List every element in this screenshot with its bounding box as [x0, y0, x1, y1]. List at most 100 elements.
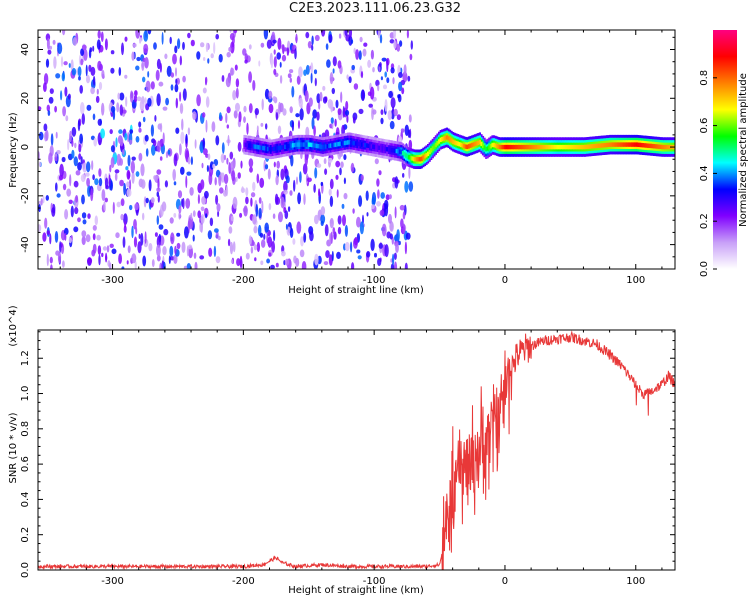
spectrogram-track-cell: [436, 141, 439, 146]
spectrogram-noise-cell: [73, 226, 79, 233]
spectrogram-noise-cell: [402, 173, 405, 178]
spectrogram-noise-cell: [75, 195, 79, 203]
spectrogram-noise-cell: [68, 237, 72, 244]
spectrogram-track-cell: [593, 143, 596, 149]
spectrogram-track-cell: [414, 157, 417, 162]
spectrogram-noise-cell: [93, 137, 97, 147]
spectrogram-noise-cell: [81, 194, 85, 205]
spectrogram-track-cell: [532, 144, 535, 150]
spectrogram-track-cell: [405, 153, 408, 158]
spectrogram-noise-cell: [310, 62, 314, 74]
spectrogram-noise-cell: [156, 93, 161, 107]
spectrogram-x-tick-label: -200: [232, 275, 255, 286]
spectrogram-noise-cell: [307, 41, 312, 49]
spectrogram-noise-cell: [173, 213, 177, 218]
spectrogram-noise-cell: [228, 47, 232, 52]
spectrogram-track-cell: [624, 142, 627, 147]
spectrogram-track-cell: [271, 146, 274, 152]
spectrogram-noise-cell: [190, 156, 193, 166]
spectrogram-noise-cell: [53, 56, 57, 69]
spectrogram-noise-cell: [261, 239, 266, 248]
spectrogram-noise-cell: [126, 181, 130, 188]
spectrogram-track-cell: [540, 144, 543, 150]
spectrogram-track-cell: [397, 149, 400, 154]
spectrogram-noise-cell: [226, 157, 229, 165]
spectrogram-track-cell: [317, 144, 320, 149]
spectrogram-noise-cell: [117, 92, 120, 100]
spectrogram-noise-cell: [80, 156, 83, 165]
spectrogram-noise-cell: [129, 204, 133, 211]
spectrogram-noise-cell: [358, 108, 364, 115]
spectrogram-track-cell: [503, 144, 507, 150]
spectrogram-noise-cell: [57, 42, 63, 55]
spectrogram-noise-cell: [258, 207, 262, 219]
spectrogram-track-cell: [389, 147, 392, 153]
spectrogram-noise-cell: [86, 161, 91, 173]
spectrogram-track-cell: [406, 154, 409, 159]
spectrogram-noise-cell: [244, 59, 248, 64]
spectrogram-noise-cell: [316, 93, 321, 104]
spectrogram-track-cell: [243, 142, 246, 147]
spectrogram-noise-cell: [261, 200, 264, 214]
spectrogram-noise-cell: [200, 42, 205, 48]
spectrogram-noise-cell: [104, 177, 109, 189]
spectrogram-noise-cell: [235, 87, 239, 99]
spectrogram-noise-cell: [393, 252, 397, 260]
spectrogram-noise-cell: [136, 96, 142, 102]
spectrogram-track-cell: [576, 144, 579, 150]
spectrogram-noise-cell: [359, 36, 363, 43]
spectrogram-noise-cell: [67, 93, 71, 100]
spectrogram-track-cell: [412, 156, 416, 162]
spectrogram-track-cell: [318, 144, 321, 149]
spectrogram-noise-cell: [194, 261, 198, 269]
spectrogram-noise-cell: [226, 106, 231, 114]
spectrogram-noise-cell: [372, 67, 375, 73]
spectrogram-noise-cell: [381, 223, 387, 237]
snr-scale-label: (x10^4): [8, 305, 19, 346]
spectrogram-noise-cell: [273, 229, 276, 242]
spectrogram-noise-cell: [94, 178, 99, 186]
spectrogram-track-cell: [635, 142, 638, 147]
spectrogram-noise-cell: [43, 73, 49, 85]
snr-background: [38, 330, 675, 570]
spectrogram-noise-cell: [286, 47, 290, 56]
spectrogram-track-cell: [254, 144, 257, 149]
spectrogram-noise-cell: [133, 94, 138, 103]
spectrogram-noise-cell: [342, 105, 345, 118]
spectrogram-noise-cell: [124, 36, 128, 42]
spectrogram-noise-cell: [351, 64, 356, 71]
spectrogram-track-cell: [560, 144, 563, 150]
spectrogram-noise-cell: [158, 81, 164, 87]
spectrogram-noise-cell: [237, 172, 241, 179]
spectrogram-noise-cell: [196, 94, 201, 107]
spectrogram-noise-cell: [92, 45, 95, 52]
spectrogram-track-cell: [613, 142, 616, 147]
spectrogram-track-cell: [668, 144, 671, 150]
spectrogram-noise-cell: [404, 241, 407, 255]
spectrogram-noise-cell: [344, 109, 350, 116]
spectrogram-noise-cell: [78, 153, 82, 160]
spectrogram-track-cell: [416, 157, 419, 162]
spectrogram-noise-cell: [287, 206, 291, 212]
spectrogram-noise-cell: [340, 161, 344, 168]
spectrogram-noise-cell: [328, 254, 333, 266]
spectrogram-noise-cell: [295, 33, 298, 44]
spectrogram-noise-cell: [140, 179, 146, 189]
spectrogram-noise-cell: [161, 201, 167, 212]
spectrogram-noise-cell: [150, 124, 154, 137]
spectrogram-noise-cell: [273, 68, 277, 75]
spectrogram-noise-cell: [399, 204, 405, 211]
spectrogram-noise-cell: [350, 162, 355, 173]
spectrogram-noise-cell: [384, 99, 388, 112]
spectrogram-noise-cell: [119, 179, 124, 187]
spectrogram-noise-cell: [120, 213, 124, 221]
spectrogram-track-cell: [642, 143, 645, 148]
snr-y-axis: 0.0 0.2 0.4 0.6 0.8 1.0 1.2: [20, 331, 675, 578]
spectrogram-noise-cell: [398, 81, 403, 92]
spectrogram-track-cell: [375, 145, 378, 150]
spectrogram-noise-cell: [109, 243, 114, 248]
spectrogram-noise-cell: [49, 88, 54, 94]
spectrogram-noise-cell: [79, 133, 83, 144]
spectrogram-noise-cell: [279, 75, 283, 84]
spectrogram-noise-cell: [156, 140, 161, 153]
